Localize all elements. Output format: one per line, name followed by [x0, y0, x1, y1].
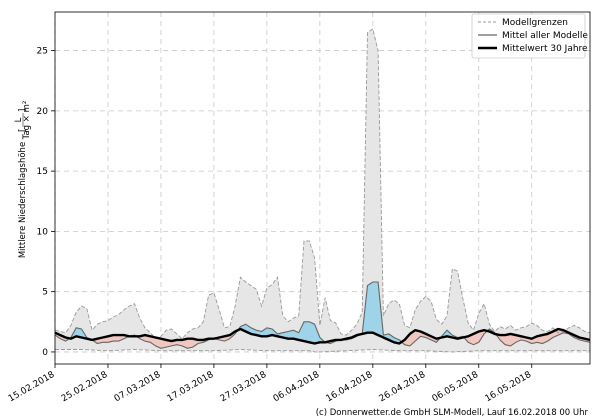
y-tick-label-4: 20 [37, 107, 49, 117]
y-axis-unit-denominator: Tag × m² [22, 101, 32, 141]
deviation-segment-60 [372, 281, 379, 336]
envelope-fill [55, 28, 590, 352]
svg-text:]: ] [18, 109, 28, 112]
series-lines [54, 28, 591, 353]
legend-box [471, 13, 586, 59]
y-tick-label-5: 25 [37, 47, 48, 57]
legend-label-mean: Mittel aller Modelle [502, 31, 588, 41]
series-line-lower [55, 349, 590, 353]
legend-label-envelope: Modellgrenzen [502, 18, 568, 28]
series-line-upper [54, 28, 591, 340]
series-line-mean [54, 281, 591, 349]
y-tick-label-3: 15 [37, 167, 48, 177]
svg-text:Mittlere Niederschlagshöhe: Mittlere Niederschlagshöhe [18, 142, 28, 258]
plot-frame [54, 11, 591, 365]
credit-text: (c) Donnerwetter.de GmbH SLM-Modell, Lau… [316, 408, 589, 418]
y-axis-label: Mittlere Niederschlagshöhe [ L Tag × m² … [14, 101, 32, 258]
y-tick-label-2: 10 [37, 227, 49, 237]
y-axis-label-text: Mittlere Niederschlagshöhe [18, 142, 28, 258]
legend: Modellgrenzen Mittel aller Modelle Mitte… [471, 13, 588, 59]
y-axis-unit-numerator: L [14, 117, 24, 122]
deviation-segment-59 [367, 281, 373, 333]
legend-label-climate: Mittelwert 30 Jahre [502, 44, 588, 54]
y-tick-label-0: 0 [42, 348, 48, 358]
deviation-segment-48 [309, 321, 315, 344]
y-axis: 0 5 10 15 20 25 [37, 47, 55, 358]
y-tick-label-1: 5 [42, 288, 48, 298]
deviation-segment-47 [303, 321, 310, 343]
model-envelope-area [55, 28, 590, 352]
svg-text:[: [ [18, 129, 28, 132]
series-line-climate [54, 327, 591, 345]
